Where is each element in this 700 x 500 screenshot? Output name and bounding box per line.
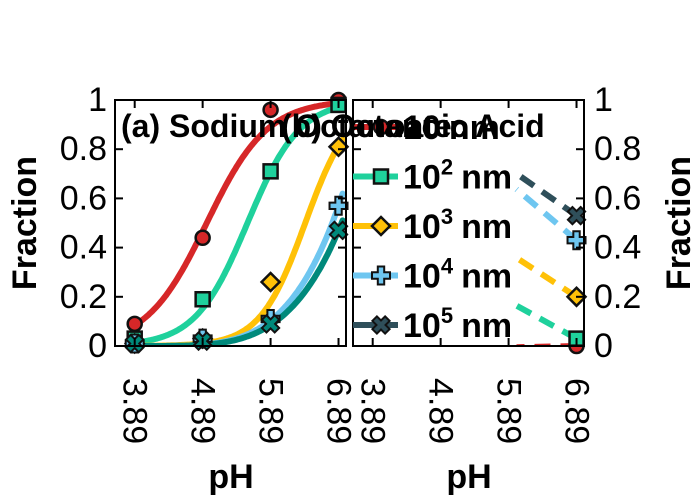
legend-label-base-0: 10 [403, 109, 441, 147]
marker-a-0-1 [194, 229, 211, 247]
marker-a-4-3 [328, 220, 349, 241]
x-tick-label-a-2: 5.89 [252, 378, 290, 444]
legend-marker-3 [371, 265, 391, 286]
legend-label-unit-3: nm [461, 258, 512, 296]
marker-a-1-2 [262, 163, 279, 180]
legend-label-base-4: 10 [403, 307, 441, 345]
y-tick-label-b-0: 0 [594, 327, 613, 365]
series-line-b-3 [514, 186, 579, 243]
legend-label-0: 10 nm [403, 109, 500, 147]
marker-b-4-3 [566, 205, 587, 226]
legend-marker-0 [372, 118, 390, 136]
legend-entry-4: 105 nm [353, 303, 512, 345]
marker-a-1-1 [194, 291, 211, 308]
y-tick-label-a-2: 0.4 [60, 229, 107, 267]
y-tick-label-a-4: 0.8 [60, 130, 107, 168]
legend-label-4: 105 nm [403, 303, 512, 345]
legend-label-unit-0: nm [449, 109, 500, 147]
series-line-a-3 [131, 190, 346, 346]
y-axis-title-left: Fraction [6, 156, 44, 290]
marker-a-0-0 [126, 315, 143, 333]
x-tick-label-b-2: 5.89 [490, 378, 528, 444]
legend-label-base-1: 10 [403, 159, 441, 197]
marker-b-3-3 [566, 230, 587, 251]
x-tick-label-b-0: 3.89 [354, 378, 392, 444]
legend-label-base-3: 10 [403, 258, 441, 296]
panel-a-markers [123, 91, 350, 355]
x-tick-label-a-1: 4.89 [184, 378, 222, 444]
series-line-b-2 [514, 255, 579, 300]
legend-label-unit-4: nm [461, 307, 512, 345]
legend-label-exp-3: 4 [441, 254, 454, 279]
legend-marker-1 [372, 168, 390, 185]
marker-a-4-2 [260, 313, 281, 334]
plot-frame-a [114, 99, 347, 347]
y-axis-title-right: Fraction [660, 156, 698, 290]
legend-label-unit-1: nm [461, 159, 512, 197]
legend-label-1: 102 nm [403, 155, 512, 197]
y-tick-label-b-3: 0.6 [594, 179, 641, 217]
panel-b-markers [565, 205, 588, 355]
series-line-a-1 [131, 103, 346, 346]
x-tick-label-b-3: 6.89 [558, 378, 596, 444]
legend-label-exp-4: 5 [441, 303, 453, 328]
panel-b-series-lines [514, 171, 579, 346]
x-tick-label-b-1: 4.89 [422, 378, 460, 444]
series-line-a-0 [131, 100, 346, 329]
legend-label-3: 104 nm [403, 254, 512, 296]
series-line-b-4 [514, 171, 579, 219]
series-line-b-1 [515, 302, 578, 342]
x-tick-label-a-3: 6.89 [320, 378, 358, 444]
y-tick-label-b-5: 1 [594, 81, 613, 119]
legend-entry-2: 103 nm [353, 204, 512, 246]
marker-a-3-3 [328, 195, 349, 216]
y-tick-label-b-4: 0.8 [594, 130, 641, 168]
y-tick-label-a-5: 1 [88, 81, 107, 119]
legend-marker-2 [370, 215, 392, 237]
y-tick-label-a-3: 0.6 [60, 179, 107, 217]
legend-label-exp-1: 2 [441, 155, 453, 180]
y-tick-label-b-1: 0.2 [594, 278, 641, 316]
marker-a-2-2 [259, 271, 282, 293]
marker-a-2-3 [327, 135, 350, 158]
y-tick-label-b-2: 0.4 [594, 229, 641, 267]
x-tick-label-a-0: 3.89 [116, 378, 154, 444]
legend-label-unit-2: nm [461, 208, 512, 246]
panel-a-title: (a) Sodium Octanoate [121, 108, 452, 144]
axis-ticks: 3.89 4.89 5.89 6.89 0 0.2 0.4 0.6 0.8 1 3.89 4.89 5.… [60, 81, 642, 444]
x-axis-title-a: pH [208, 458, 253, 496]
legend-entry-1: 102 nm [353, 155, 512, 197]
legend-label-2: 103 nm [403, 204, 512, 246]
legend-label-exp-2: 3 [441, 204, 453, 229]
y-tick-label-a-0: 0 [88, 327, 107, 365]
legend-marker-4 [370, 314, 392, 336]
panel-b-title: (b) Octanoic Acid [281, 108, 545, 144]
legend-entry-0: 10 nm [353, 109, 500, 147]
legend-entry-3: 104 nm [353, 254, 512, 296]
x-axis-title-b: pH [446, 458, 491, 496]
y-tick-label-a-1: 0.2 [60, 278, 107, 316]
legend-label-base-2: 10 [403, 208, 441, 246]
